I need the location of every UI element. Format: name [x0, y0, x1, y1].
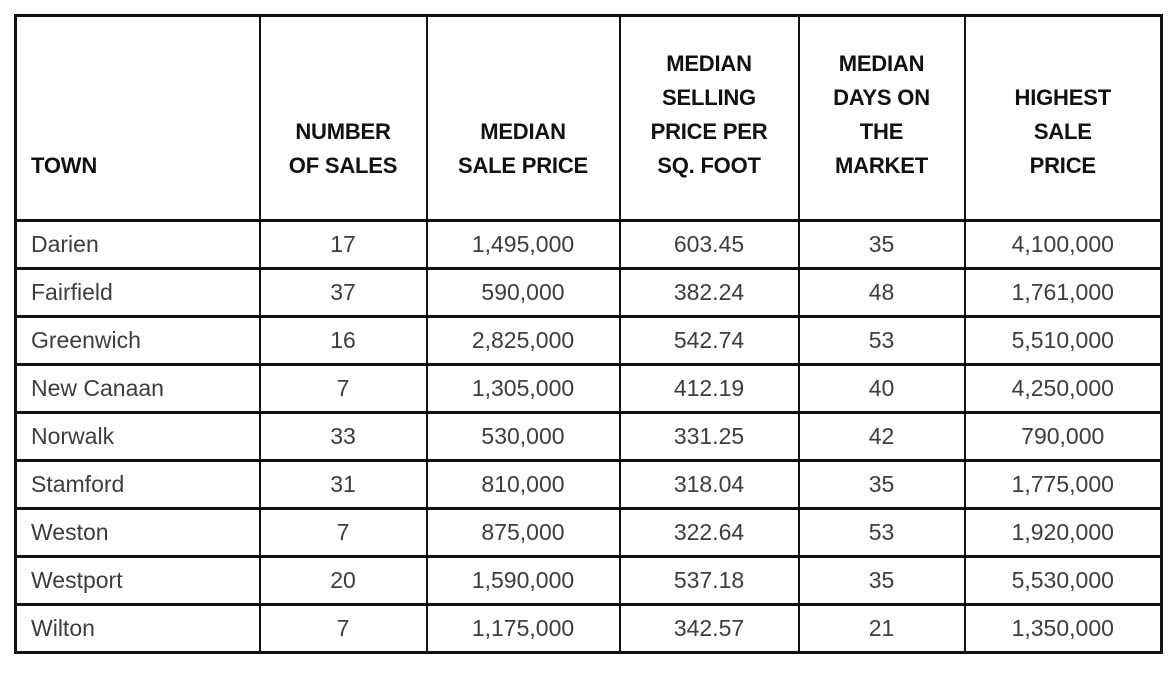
- median-sale-price-cell: 590,000: [425, 267, 621, 318]
- column-header-number-of-sales: NUMBER OF SALES: [258, 14, 428, 222]
- column-header-town: TOWN: [14, 14, 261, 222]
- town-cell: New Canaan: [14, 363, 261, 414]
- header-row: TOWN NUMBER OF SALES MEDIAN SALE PRICE M…: [14, 14, 1163, 222]
- highest-sale-price-cell: 4,100,000: [963, 219, 1163, 270]
- highest-sale-price-cell: 5,510,000: [963, 315, 1163, 366]
- highest-sale-price-cell: 1,920,000: [963, 507, 1163, 558]
- highest-sale-price-cell: 5,530,000: [963, 555, 1163, 606]
- number-of-sales-cell: 7: [258, 363, 428, 414]
- highest-sale-price-cell: 790,000: [963, 411, 1163, 462]
- days-on-market-cell: 40: [797, 363, 966, 414]
- days-on-market-cell: 35: [797, 459, 966, 510]
- price-per-sq-foot-cell: 342.57: [618, 603, 800, 654]
- price-per-sq-foot-cell: 322.64: [618, 507, 800, 558]
- median-sale-price-cell: 2,825,000: [425, 315, 621, 366]
- median-sale-price-cell: 1,590,000: [425, 555, 621, 606]
- highest-sale-price-cell: 4,250,000: [963, 363, 1163, 414]
- town-cell: Wilton: [14, 603, 261, 654]
- table-row: Darien 17 1,495,000 603.45 35 4,100,000: [14, 219, 1163, 270]
- number-of-sales-cell: 20: [258, 555, 428, 606]
- table-row: Stamford 31 810,000 318.04 35 1,775,000: [14, 459, 1163, 510]
- column-header-highest-sale-price: HIGHEST SALE PRICE: [963, 14, 1163, 222]
- highest-sale-price-cell: 1,350,000: [963, 603, 1163, 654]
- real-estate-sales-table: TOWN NUMBER OF SALES MEDIAN SALE PRICE M…: [14, 14, 1163, 654]
- price-per-sq-foot-cell: 603.45: [618, 219, 800, 270]
- town-cell: Weston: [14, 507, 261, 558]
- median-sale-price-cell: 1,175,000: [425, 603, 621, 654]
- median-sale-price-cell: 1,305,000: [425, 363, 621, 414]
- days-on-market-cell: 21: [797, 603, 966, 654]
- town-cell: Darien: [14, 219, 261, 270]
- price-per-sq-foot-cell: 537.18: [618, 555, 800, 606]
- table-row: Weston 7 875,000 322.64 53 1,920,000: [14, 507, 1163, 558]
- table-row: Norwalk 33 530,000 331.25 42 790,000: [14, 411, 1163, 462]
- column-header-median-sale-price: MEDIAN SALE PRICE: [425, 14, 621, 222]
- median-sale-price-cell: 1,495,000: [425, 219, 621, 270]
- days-on-market-cell: 53: [797, 315, 966, 366]
- days-on-market-cell: 53: [797, 507, 966, 558]
- table-row: New Canaan 7 1,305,000 412.19 40 4,250,0…: [14, 363, 1163, 414]
- price-per-sq-foot-cell: 382.24: [618, 267, 800, 318]
- highest-sale-price-cell: 1,775,000: [963, 459, 1163, 510]
- town-cell: Norwalk: [14, 411, 261, 462]
- town-cell: Westport: [14, 555, 261, 606]
- town-cell: Fairfield: [14, 267, 261, 318]
- real-estate-sales-table-container: TOWN NUMBER OF SALES MEDIAN SALE PRICE M…: [14, 14, 1163, 654]
- median-sale-price-cell: 810,000: [425, 459, 621, 510]
- number-of-sales-cell: 7: [258, 507, 428, 558]
- table-row: Greenwich 16 2,825,000 542.74 53 5,510,0…: [14, 315, 1163, 366]
- column-header-median-selling-price-per-sq-foot: MEDIAN SELLING PRICE PER SQ. FOOT: [618, 14, 800, 222]
- number-of-sales-cell: 7: [258, 603, 428, 654]
- days-on-market-cell: 48: [797, 267, 966, 318]
- price-per-sq-foot-cell: 542.74: [618, 315, 800, 366]
- price-per-sq-foot-cell: 318.04: [618, 459, 800, 510]
- days-on-market-cell: 35: [797, 219, 966, 270]
- table-row: Wilton 7 1,175,000 342.57 21 1,350,000: [14, 603, 1163, 654]
- table-row: Westport 20 1,590,000 537.18 35 5,530,00…: [14, 555, 1163, 606]
- town-cell: Greenwich: [14, 315, 261, 366]
- number-of-sales-cell: 31: [258, 459, 428, 510]
- number-of-sales-cell: 33: [258, 411, 428, 462]
- number-of-sales-cell: 17: [258, 219, 428, 270]
- days-on-market-cell: 35: [797, 555, 966, 606]
- highest-sale-price-cell: 1,761,000: [963, 267, 1163, 318]
- price-per-sq-foot-cell: 331.25: [618, 411, 800, 462]
- median-sale-price-cell: 530,000: [425, 411, 621, 462]
- days-on-market-cell: 42: [797, 411, 966, 462]
- median-sale-price-cell: 875,000: [425, 507, 621, 558]
- table-row: Fairfield 37 590,000 382.24 48 1,761,000: [14, 267, 1163, 318]
- price-per-sq-foot-cell: 412.19: [618, 363, 800, 414]
- town-cell: Stamford: [14, 459, 261, 510]
- number-of-sales-cell: 16: [258, 315, 428, 366]
- column-header-median-days-on-market: MEDIAN DAYS ON THE MARKET: [797, 14, 966, 222]
- number-of-sales-cell: 37: [258, 267, 428, 318]
